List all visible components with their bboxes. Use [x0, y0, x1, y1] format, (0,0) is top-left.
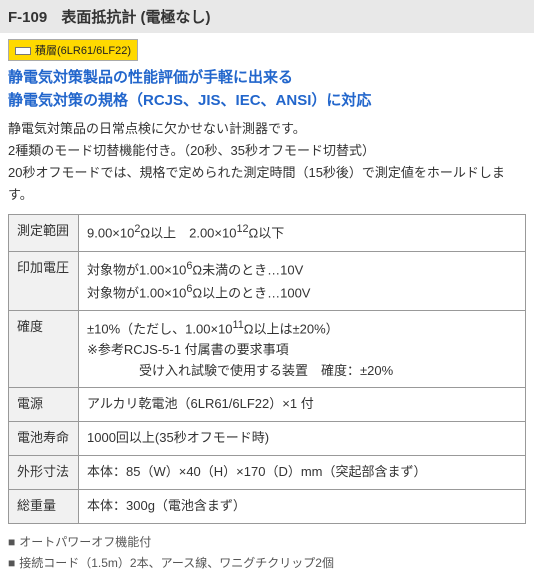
bullet-icon: ■	[8, 556, 15, 570]
spec-label: 電源	[9, 388, 79, 422]
desc-p3: 20秒オフモードでは、規格で定められた測定時間（15秒後）で測定値をホールドしま…	[8, 162, 526, 206]
battery-badge: 積層(6LR61/6LF22)	[8, 39, 138, 61]
spec-label: 総重量	[9, 489, 79, 523]
spec-label: 確度	[9, 310, 79, 388]
spec-value: 1000回以上(35秒オフモード時)	[79, 422, 526, 456]
spec-row: 電池寿命1000回以上(35秒オフモード時)	[9, 422, 526, 456]
description: 静電気対策品の日常点検に欠かせない計測器です。 2種類のモード切替機能付き。（2…	[0, 118, 534, 214]
title-bar: F-109 表面抵抗計 (電極なし)	[0, 0, 534, 33]
spec-value: 対象物が1.00×106Ω未満のとき…10V対象物が1.00×106Ω以上のとき…	[79, 251, 526, 310]
spec-label: 印加電圧	[9, 251, 79, 310]
spec-label: 外形寸法	[9, 456, 79, 490]
spec-value: 本体：300g（電池含まず）	[79, 489, 526, 523]
spec-row: 印加電圧対象物が1.00×106Ω未満のとき…10V対象物が1.00×106Ω以…	[9, 251, 526, 310]
product-code: F-109	[8, 9, 47, 26]
badge-row: 積層(6LR61/6LF22)	[0, 33, 534, 65]
spec-value: アルカリ乾電池（6LR61/6LF22）×1 付	[79, 388, 526, 422]
note-item: ■接続コード（1.5m）2本、アース線、ワニグチクリップ2個	[8, 553, 526, 575]
spec-row: 確度±10%（ただし、1.00×1011Ω以上は±20%）※参考RCJS-5-1…	[9, 310, 526, 388]
spec-row: 電源アルカリ乾電池（6LR61/6LF22）×1 付	[9, 388, 526, 422]
spec-label: 測定範囲	[9, 215, 79, 251]
product-name: 表面抵抗計 (電極なし)	[61, 9, 210, 26]
spec-row: 測定範囲9.00×102Ω以上 2.00×1012Ω以下	[9, 215, 526, 251]
spec-row: 外形寸法本体：85（W）×40（H）×170（D）mm（突起部含まず）	[9, 456, 526, 490]
desc-p2: 2種類のモード切替機能付き。（20秒、35秒オフモード切替式）	[8, 140, 526, 162]
note-item: ■オートパワーオフ機能付	[8, 532, 526, 554]
battery-label: 積層(6LR61/6LF22)	[35, 45, 131, 57]
headline: 静電気対策製品の性能評価が手軽に出来る 静電気対策の規格（RCJS、JIS、IE…	[0, 65, 534, 118]
spec-value: 本体：85（W）×40（H）×170（D）mm（突起部含まず）	[79, 456, 526, 490]
headline-line1: 静電気対策製品の性能評価が手軽に出来る	[8, 67, 526, 90]
spec-tbody: 測定範囲9.00×102Ω以上 2.00×1012Ω以下印加電圧対象物が1.00…	[9, 215, 526, 523]
desc-p1: 静電気対策品の日常点検に欠かせない計測器です。	[8, 118, 526, 140]
spec-table: 測定範囲9.00×102Ω以上 2.00×1012Ω以下印加電圧対象物が1.00…	[8, 214, 526, 523]
notes: ■オートパワーオフ機能付■接続コード（1.5m）2本、アース線、ワニグチクリップ…	[0, 532, 534, 585]
headline-line2: 静電気対策の規格（RCJS、JIS、IEC、ANSI）に対応	[8, 90, 526, 113]
spec-value: ±10%（ただし、1.00×1011Ω以上は±20%）※参考RCJS-5-1 付…	[79, 310, 526, 388]
battery-icon	[15, 47, 31, 55]
bullet-icon: ■	[8, 535, 15, 549]
spec-value: 9.00×102Ω以上 2.00×1012Ω以下	[79, 215, 526, 251]
spec-label: 電池寿命	[9, 422, 79, 456]
spec-row: 総重量本体：300g（電池含まず）	[9, 489, 526, 523]
